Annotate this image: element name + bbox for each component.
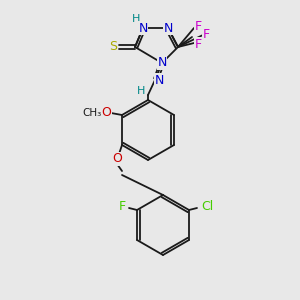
Text: F: F [194, 38, 202, 50]
Text: N: N [163, 22, 173, 34]
Text: H: H [132, 14, 140, 24]
Text: F: F [194, 20, 202, 34]
Text: N: N [154, 74, 164, 86]
Text: Cl: Cl [201, 200, 213, 212]
Text: S: S [109, 40, 117, 53]
Text: F: F [202, 28, 210, 41]
Text: O: O [101, 106, 111, 119]
Text: F: F [118, 200, 126, 212]
Text: O: O [112, 152, 122, 166]
Text: N: N [138, 22, 148, 34]
Text: N: N [157, 56, 167, 70]
Text: CH₃: CH₃ [82, 108, 102, 118]
Text: H: H [137, 86, 145, 96]
